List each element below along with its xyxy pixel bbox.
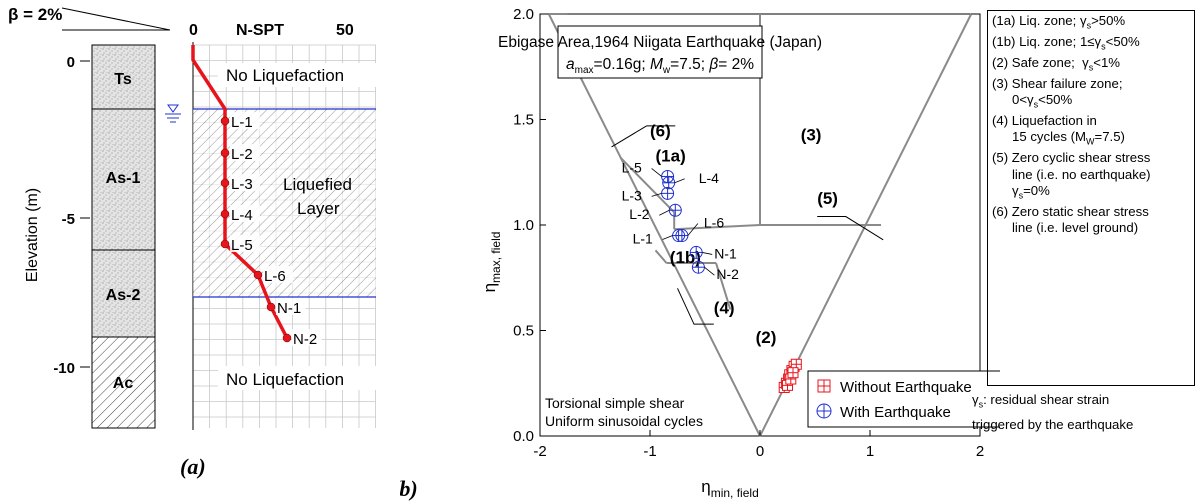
point-label: L-4 [699,170,719,186]
zone-label: (3) [801,126,822,145]
nspt-point [282,333,292,343]
gamma-note: γs: residual shear strain triggered by t… [972,390,1202,435]
soil-column [91,44,156,429]
zone-def-3: (3) Shear failure zone; [992,75,1123,91]
nspt-point [220,178,230,188]
zone-mid-label-1: Liquefied [283,175,352,194]
x-tick-label: 2 [976,443,984,460]
nspt-point-label: L-5 [231,237,253,254]
elev-tick-0: 0 [67,54,75,71]
nspt-point [220,209,230,219]
point-label: L-2 [629,206,649,222]
point-label: N-2 [716,266,739,282]
x-tick-label: -1 [643,443,656,460]
x-tick-label: 0 [756,443,764,460]
zone-def-1a: (1a) Liq. zone; γs>50% [992,13,1126,31]
zone-def-6: (6) Zero static shear stress [992,203,1149,219]
layer-as2: As-2 [106,287,141,304]
chart-xlabel: ηmin, field [701,477,759,500]
nspt-point-label: L-2 [231,146,253,163]
zone-def-2: (2) Safe zone; γs<1% [992,54,1121,73]
panel-a-caption: (a) [180,454,206,479]
nspt-point [266,302,276,312]
panel-a-figure: β = 2% 0 N-SPT 50 Elevation (m) 0 -5 -10… [8,5,377,479]
nspt-point [220,148,230,158]
zone-bottom-label: No Liquefaction [226,370,344,389]
layer-as1: As-1 [106,170,141,187]
nspt-point [253,270,263,280]
nspt-point-label: L-3 [231,176,253,193]
nspt-point-label: L-1 [231,114,253,131]
zone-def-5b: line (i.e. no earthquake) [1012,166,1151,182]
elevation-axis-label: Elevation (m) [24,188,41,282]
zone-top-label: No Liquefaction [226,66,344,85]
chart-title-2: amax=0.16g; Mw=7.5; β= 2% [566,56,754,76]
zone-definitions-box: (1a) Liq. zone; γs>50% (1b) Liq. zone; 1… [987,10,1195,386]
zone-def-4b: 15 cycles (MW=7.5) [1012,129,1125,147]
legend-label-without: Without Earthquake [840,379,972,396]
zone-label: (2) [756,328,777,347]
point-label: L-5 [622,159,642,175]
nspt-point-label: L-6 [264,268,286,285]
y-tick-label: 1.5 [513,112,534,129]
gamma-note-1: γs: residual shear strain [972,392,1110,410]
nspt-point [220,239,230,249]
zone-label: (1a) [656,147,686,166]
zone-def-5: (5) Zero cyclic shear stress [992,150,1151,166]
x-tick-label: 1 [866,443,874,460]
chart-title-box [557,25,763,79]
zone-label: (5) [817,189,838,208]
beta-label: β = 2% [8,5,62,24]
nspt-fifty-label: 50 [336,22,354,39]
nspt-profile: L-1 L-2 L-3 L-4 L-5 L-6 N-1 N-2 [191,45,322,348]
point-label: L-1 [633,231,653,247]
nspt-label: N-SPT [236,22,284,39]
gamma-note-2: triggered by the earthquake [972,416,1134,432]
point-label: L-3 [622,187,642,203]
nspt-point-label: N-2 [293,331,317,348]
y-tick-label: 1.0 [513,217,534,234]
nspt-point-label: L-4 [231,207,253,224]
layer-ts: Ts [114,71,132,88]
slope-line [61,7,171,31]
point-label: L-6 [704,215,724,231]
legend-label-with: With Earthquake [840,404,951,421]
chart-note-1: Torsional simple shear [545,395,685,411]
nspt-point-label: N-1 [277,300,301,317]
zone-def-1b: (1b) Liq. zone; 1≤γs<50% [992,33,1140,52]
layer-ac: Ac [113,375,134,392]
zone-mid-label-2: Layer [297,199,340,218]
nspt-point [220,116,230,126]
y-tick-label: 0.0 [513,428,534,445]
elev-tick-5: -5 [62,211,75,228]
zone-def-6b: line (i.e. level ground) [1012,220,1139,236]
panel-b-chart: -2 -1 0 1 20.00.51.01.52.0(1a)(1b)(2)(3)(4)(… [400,6,1000,501]
chart-legend: Without Earthquake With Earthquake [807,370,1000,428]
elev-tick-10: -10 [53,360,75,377]
zone-label: (4) [714,299,735,318]
zone-def-3b: 0<γs<50% [1012,92,1073,110]
zone-def-5c: γs=0% [1012,182,1050,201]
panel-b-caption: (b) [400,476,418,501]
water-table-icon [165,104,181,123]
y-tick-label: 2.0 [513,6,534,23]
chart-title-1: Ebigase Area,1964 Niigata Earthquake (Ja… [498,34,822,51]
zone-def-4: (4) Liquefaction in [992,113,1097,129]
chart-ylabel: ηmax, field [480,232,503,293]
zone-label: (6) [650,121,671,140]
x-tick-label: -2 [533,443,546,460]
y-tick-label: 0.5 [513,323,534,340]
point-label: N-1 [714,245,737,261]
nspt-zero-label: 0 [189,22,198,39]
chart-note-2: Uniform sinusoidal cycles [545,413,703,429]
